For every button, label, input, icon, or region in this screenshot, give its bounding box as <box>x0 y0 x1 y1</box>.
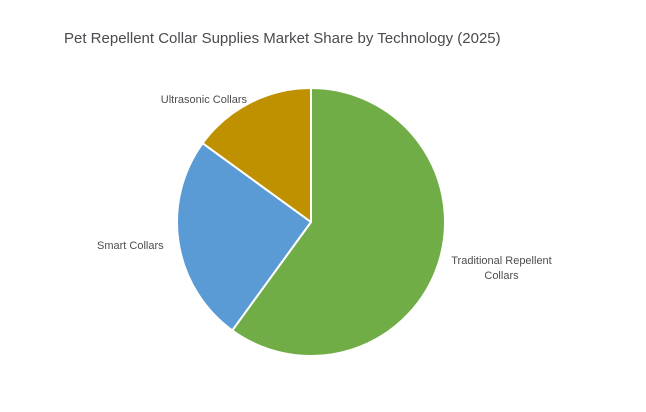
pie-slice-label-traditional-repellent-collars: Traditional Repellent Collars <box>451 255 552 282</box>
pie-slice-label-ultrasonic-collars: Ultrasonic Collars <box>160 94 247 106</box>
pie-slice-label-smart-collars: Smart Collars <box>97 240 164 252</box>
chart-title: Pet Repellent Collar Supplies Market Sha… <box>64 30 501 47</box>
pie-slice-ultrasonic-collars <box>201 87 312 223</box>
pie-slice-smart-collars <box>176 142 312 332</box>
pie-slice-traditional-repellent-collars <box>231 87 446 357</box>
